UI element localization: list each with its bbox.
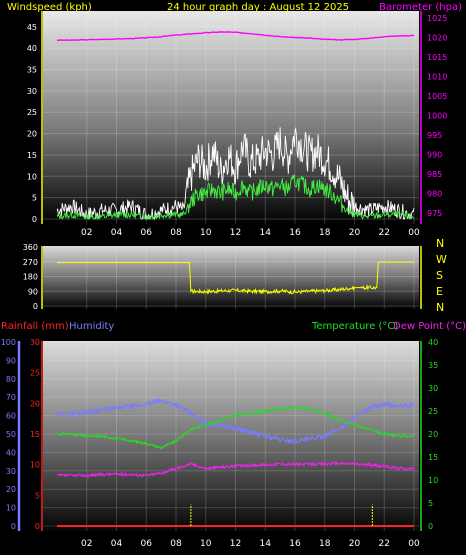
direction-tick-label: 90 [28,287,38,296]
direction-tick-label: 0 [33,302,38,311]
windspeed-tick-label: 20 [27,130,37,139]
temperature-tick-label: 0 [428,522,433,531]
rainfall-tick-label: 15 [30,430,40,439]
temperature-tick-label: 20 [428,430,438,439]
x-tick-label: 16 [289,228,301,238]
x-tick-label: 00 [408,539,420,549]
x-tick-label: 08 [170,539,182,549]
x-tick-label: 22 [379,539,390,549]
x-tick-label: 06 [141,228,153,238]
panel1-background [43,11,419,224]
barometer-tick-label: 980 [427,190,442,199]
windspeed-tick-label: 0 [32,215,37,224]
barometer-tick-label: 1010 [427,72,447,81]
rainfall-tick-label: 0 [35,522,40,531]
rainfall-tick-label: 5 [35,491,40,500]
humidity-tick-label: 80 [6,375,16,384]
rainfall-axis-title: Rainfall (mm) [1,321,69,332]
windspeed-tick-label: 35 [27,66,37,75]
humidity-tick-label: 70 [6,393,16,402]
humidity-tick-label: 30 [6,467,16,476]
barometer-tick-label: 985 [427,170,442,179]
rainfall-tick-label: 20 [30,399,40,408]
x-tick-label: 04 [111,539,123,549]
barometer-axis-title: Barometer (hpa) [379,2,462,13]
humidity-axis-title: Humidity [69,321,114,332]
temperature-tick-label: 40 [428,338,438,347]
barometer-tick-label: 1005 [427,92,447,101]
wind-gust-line [56,126,415,221]
panel2-background [43,246,419,309]
windspeed-tick-label: 45 [27,23,37,32]
x-tick-label: 14 [260,539,272,549]
windspeed-tick-label: 15 [27,151,37,160]
barometer-tick-label: 1015 [427,53,447,62]
humidity-line [56,397,415,445]
dewpoint-axis-title: Dew Point (°C) [393,321,466,332]
windspeed-tick-label: 25 [27,108,37,117]
x-tick-label: 02 [81,539,92,549]
graph-title: 24 hour graph day : August 12 2025 [167,2,349,13]
temperature-tick-label: 10 [428,476,438,485]
x-tick-label: 20 [349,228,361,238]
humidity-tick-label: 10 [6,504,16,513]
compass-label: N [436,301,444,314]
x-tick-label: 18 [319,539,331,549]
barometer-tick-label: 975 [427,209,442,218]
x-tick-label: 16 [289,539,301,549]
humidity-tick-label: 90 [6,356,16,365]
x-tick-label: 04 [111,228,123,238]
temperature-tick-label: 35 [428,361,438,370]
compass-label: N [436,237,444,250]
compass-label: E [436,285,443,298]
windspeed-tick-label: 5 [32,194,37,203]
windspeed-tick-label: 30 [27,87,37,96]
temperature-tick-label: 30 [428,384,438,393]
barometer-tick-label: 995 [427,131,442,140]
compass-label: W [436,253,447,266]
windspeed-tick-label: 10 [27,172,37,181]
temperature-line [56,405,414,450]
x-tick-label: 02 [81,228,92,238]
dewpoint-line [56,461,415,479]
direction-tick-label: 360 [23,243,38,252]
humidity-tick-label: 0 [11,522,16,531]
x-tick-label: 00 [408,228,420,238]
temperature-axis-title: Temperature (°C) [311,321,398,332]
wind-average-line [56,174,415,221]
x-tick-label: 14 [260,228,272,238]
direction-tick-label: 180 [23,273,38,282]
x-tick-label: 10 [200,228,212,238]
rainfall-tick-label: 30 [30,338,40,347]
x-tick-label: 10 [200,539,212,549]
humidity-tick-label: 20 [6,485,16,494]
windspeed-tick-label: 40 [27,44,37,53]
rainfall-tick-label: 10 [30,461,40,470]
temperature-tick-label: 15 [428,453,438,462]
x-tick-label: 06 [141,539,153,549]
x-tick-label: 08 [170,228,182,238]
compass-label: S [436,269,443,282]
barometer-line [57,31,415,42]
barometer-tick-label: 1020 [427,33,447,42]
humidity-tick-label: 40 [6,448,16,457]
windspeed-axis-title: Windspeed (kph) [7,2,92,13]
x-tick-label: 18 [319,228,331,238]
barometer-tick-label: 990 [427,151,442,160]
x-tick-label: 20 [349,539,361,549]
humidity-tick-label: 50 [6,430,16,439]
humidity-tick-label: 100 [1,338,16,347]
wind-direction-line [57,261,414,295]
x-tick-label: 12 [230,228,241,238]
direction-tick-label: 270 [23,258,38,267]
barometer-tick-label: 1000 [427,112,447,121]
rainfall-tick-label: 25 [30,369,40,378]
temperature-tick-label: 5 [428,499,433,508]
x-tick-label: 22 [379,228,390,238]
temperature-tick-label: 25 [428,407,438,416]
humidity-tick-label: 60 [6,412,16,421]
barometer-tick-label: 1025 [427,14,447,23]
x-tick-label: 12 [230,539,241,549]
